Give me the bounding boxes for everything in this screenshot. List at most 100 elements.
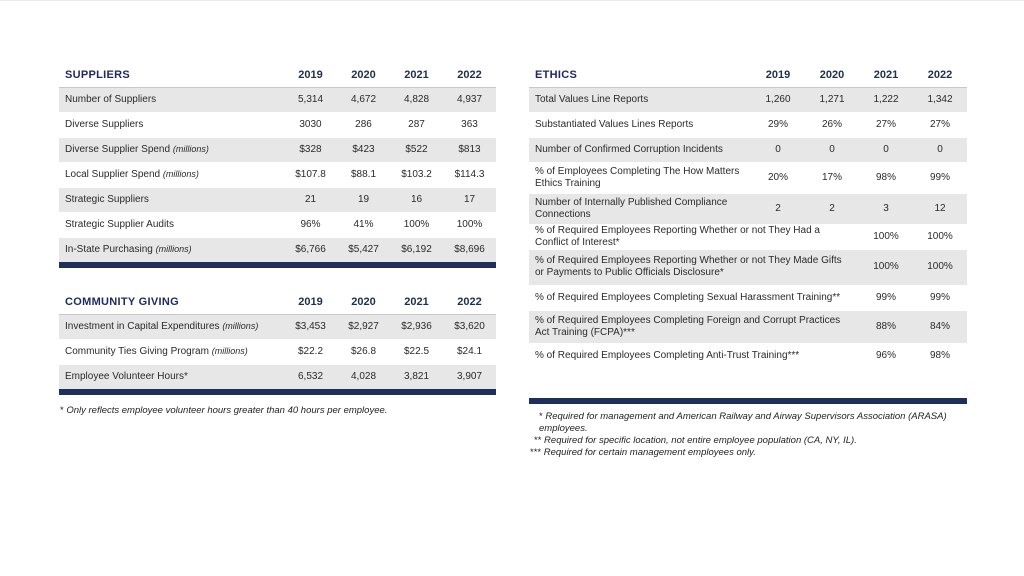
value-cell: 29% (751, 112, 805, 138)
value-cell: $2,936 (390, 314, 443, 340)
value-cell: 287 (390, 112, 443, 138)
table-row: Substantiated Values Lines Reports 29% 26%… (529, 112, 967, 138)
value-cell: 0 (859, 137, 913, 163)
row-label: Number of Suppliers (65, 93, 157, 105)
value-cell: $6,766 (284, 237, 337, 263)
table-row: Number of Confirmed Corruption Incidents… (529, 137, 967, 163)
row-label: % of Required Employees Completing Sexua… (535, 291, 841, 303)
row-label-cell: Number of Suppliers (59, 87, 284, 113)
year-header: 2019 (751, 63, 805, 88)
value-cell: 2 (751, 193, 805, 225)
row-label: Number of Internally Published Complianc… (535, 196, 728, 220)
footnote-text: Required for certain management employee… (543, 447, 756, 458)
value-cell: 27% (913, 112, 967, 138)
value-cell: 17% (805, 162, 859, 194)
table-row: Investment in Capital Expenditures (mill… (59, 314, 496, 340)
year-header: 2021 (390, 63, 443, 88)
value-cell: 84% (913, 310, 967, 344)
row-label-cell: Diverse Suppliers (59, 112, 284, 138)
row-label-cell: Strategic Supplier Audits (59, 212, 284, 238)
value-cell: 3,821 (390, 364, 443, 390)
value-cell: 98% (913, 343, 967, 369)
value-cell: 100% (913, 224, 967, 250)
value-cell: 16 (390, 187, 443, 213)
table-row: % of Required Employees Reporting Whethe… (529, 224, 967, 250)
value-cell: 3 (859, 193, 913, 225)
value-cell: 1,271 (805, 87, 859, 113)
value-cell: 4,672 (337, 87, 390, 113)
value-cell: $107.8 (284, 162, 337, 188)
value-cell: 96% (284, 212, 337, 238)
year-header: 2021 (390, 290, 443, 315)
value-cell: 17 (443, 187, 496, 213)
row-unit: (millions) (155, 244, 192, 254)
table-row: % of Required Employees Completing Sexua… (529, 285, 967, 311)
value-cell: 100% (859, 249, 913, 286)
table-row: % of Employees Completing The How Matter… (529, 162, 967, 194)
row-label-cell: Substantiated Values Lines Reports (529, 112, 751, 138)
value-cell: $8,696 (443, 237, 496, 263)
row-label: % of Required Employees Completing Forei… (535, 314, 841, 338)
value-cell: 100% (859, 224, 913, 250)
table-row: Number of Suppliers 5,314 4,672 4,828 4,937 (59, 87, 496, 113)
value-cell: 27% (859, 112, 913, 138)
value-cell: 100% (390, 212, 443, 238)
row-label: Community Ties Giving Program (65, 346, 209, 357)
value-cell: 363 (443, 112, 496, 138)
value-cell: 3,907 (443, 364, 496, 390)
value-cell: 88% (859, 310, 913, 344)
row-label: % of Required Employees Reporting Whethe… (535, 255, 842, 278)
table-row: Strategic Suppliers 21 19 16 17 (59, 187, 496, 213)
table-row: % of Required Employees Completing Forei… (529, 310, 967, 344)
value-cell: 5,314 (284, 87, 337, 113)
value-cell: $3,453 (284, 314, 337, 340)
value-cell: $5,427 (337, 237, 390, 263)
row-label-cell: Investment in Capital Expenditures (mill… (59, 314, 284, 340)
row-label-cell: Total Values Line Reports (529, 87, 751, 113)
value-cell: 99% (913, 162, 967, 194)
year-header: 2020 (337, 290, 390, 315)
value-cell: 41% (337, 212, 390, 238)
footnote-line: * Required for management and American R… (530, 411, 966, 435)
table-row: Diverse Supplier Spend (millions) $328 $42… (59, 137, 496, 163)
value-cell: 286 (337, 112, 390, 138)
value-cell: 3030 (284, 112, 337, 138)
footnote-line: *** Required for certain management empl… (530, 447, 966, 459)
table-row: Local Supplier Spend (millions) $107.8 $88… (59, 162, 496, 188)
community-giving-table: COMMUNITY GIVING 2019 2020 2021 2022 Inv… (59, 290, 496, 390)
row-label-cell: % of Required Employees Reporting Whethe… (529, 224, 859, 250)
community-title: COMMUNITY GIVING (59, 290, 284, 315)
row-unit: (millions) (172, 144, 209, 154)
row-label: Total Values Line Reports (535, 93, 649, 105)
value-cell: 1,342 (913, 87, 967, 113)
value-cell: 0 (805, 137, 859, 163)
year-header: 2021 (859, 63, 913, 88)
ethics-bottom-bar (529, 398, 967, 404)
value-cell: $88.1 (337, 162, 390, 188)
row-label: % of Required Employees Reporting Whethe… (535, 224, 820, 248)
value-cell: $24.1 (443, 339, 496, 365)
row-label: Strategic Supplier Audits (65, 218, 174, 230)
row-label-cell: % of Required Employees Completing Forei… (529, 310, 859, 344)
value-cell: 4,828 (390, 87, 443, 113)
value-cell: $114.3 (443, 162, 496, 188)
value-cell: 6,532 (284, 364, 337, 390)
row-label-cell: Number of Internally Published Complianc… (529, 193, 751, 225)
value-cell: 99% (859, 285, 913, 311)
value-cell: $813 (443, 137, 496, 163)
value-cell: 98% (859, 162, 913, 194)
ethics-title: ETHICS (529, 63, 751, 88)
year-header: 2020 (805, 63, 859, 88)
year-header: 2022 (913, 63, 967, 88)
table-row: % of Required Employees Reporting Whethe… (529, 249, 967, 286)
row-label: Number of Confirmed Corruption Incidents (535, 143, 723, 155)
table-row: Strategic Supplier Audits 96% 41% 100% 100% (59, 212, 496, 238)
suppliers-bottom-bar (59, 262, 496, 268)
row-label: In-State Purchasing (65, 244, 153, 255)
value-cell: 12 (913, 193, 967, 225)
row-label: Diverse Supplier Spend (65, 144, 171, 155)
row-label-cell: % of Required Employees Completing Anti-… (529, 343, 859, 369)
year-header: 2019 (284, 290, 337, 315)
footnote-text: Required for specific location, not enti… (544, 435, 857, 446)
row-label-cell: % of Required Employees Completing Sexua… (529, 285, 859, 311)
